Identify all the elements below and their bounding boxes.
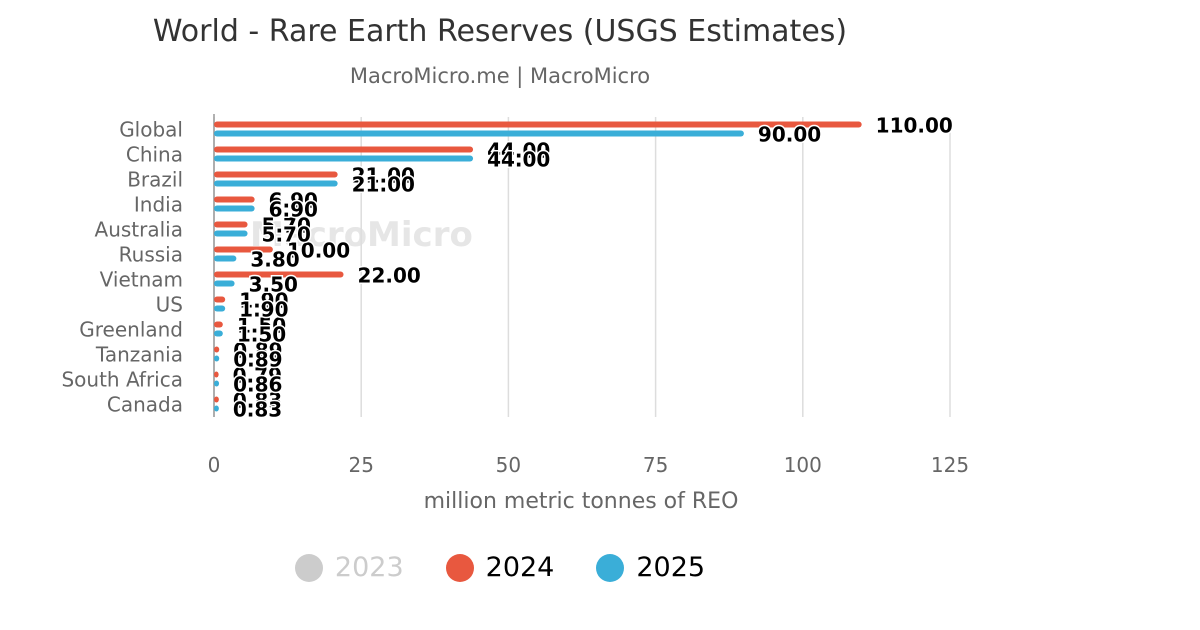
category-label: Greenland [79,318,183,342]
data-label-2025: 44.00 [487,148,550,172]
category-label: Tanzania [95,343,183,367]
data-label-2025: 6.90 [269,198,318,222]
data-label-2024: 6.90 [269,189,318,213]
data-label-2025: 5.70 [262,223,311,247]
x-tick-label: 100 [784,453,822,477]
data-label-2024: 1.50 [237,314,286,338]
x-tick-label: 25 [348,453,373,477]
data-label-2025: 1.90 [239,298,288,322]
bar-2024 [214,346,220,353]
legend-marker-icon [294,553,323,582]
category-label: Brazil [127,168,183,192]
bar-2025 [214,155,474,162]
bar-2025 [214,380,220,387]
bar-2024 [214,121,862,128]
x-axis-title: million metric tonnes of REO [424,489,739,514]
data-label-2024: 0.79 [233,364,282,388]
data-label-2024: 5.70 [262,214,311,238]
data-label-2025: 3.50 [249,273,298,297]
bar-2025 [214,230,248,237]
x-tick-label: 125 [931,453,969,477]
bar-2024 [214,321,223,328]
bar-2024 [214,396,219,403]
x-tick-label: 75 [643,453,668,477]
data-label-2025: 21.00 [352,173,415,197]
bar-2025 [214,405,219,412]
x-tick-label: 50 [496,453,521,477]
chart-subtitle: MacroMicro.me | MacroMicro [349,64,651,88]
bar-2024 [214,171,338,178]
data-label-2024: 21.00 [352,164,415,188]
bar-2024 [214,271,344,278]
bar-2024 [214,146,474,153]
legend-label: 2025 [636,552,706,583]
data-label-2025: 0.86 [233,373,282,397]
legend-item-2024[interactable]: 2024 [445,552,555,583]
bar-2025 [214,255,237,262]
category-label: Vietnam [100,268,183,292]
bar-2025 [214,355,220,362]
data-label-2025: 1.50 [237,323,286,347]
category-label: China [126,143,183,167]
data-label-2025: 3.80 [250,248,299,272]
legend-item-2025[interactable]: 2025 [596,552,705,583]
category-label: Australia [95,218,183,242]
legend-marker-icon [445,553,474,582]
category-label: Russia [119,243,183,267]
bar-2025 [214,330,223,337]
legend-label: 2023 [334,552,404,583]
category-label: Canada [107,393,183,417]
data-label-2025: 0.89 [233,348,282,372]
data-label-2024: 1.90 [239,289,288,313]
bar-2024 [214,296,226,303]
data-label-2025: 90.00 [758,123,821,147]
bar-2024 [214,221,248,228]
legend-label: 2024 [485,552,555,583]
bar-2025 [214,180,338,187]
category-label: India [134,193,183,217]
bar-2024 [214,246,273,253]
data-label-2024: 110.00 [876,114,953,138]
category-label: Global [119,118,183,142]
category-label: US [156,293,183,317]
bar-2025 [214,205,255,212]
bar-2025 [214,280,235,287]
category-label: South Africa [61,368,183,392]
data-label-2024: 0.83 [233,389,282,413]
data-label-2024: 0.89 [233,339,282,363]
legend-item-2023[interactable]: 2023 [294,552,404,583]
bar-2025 [214,130,744,137]
data-label-2024: 22.00 [358,264,421,288]
x-tick-label: 0 [208,453,221,477]
data-label-2025: 0.83 [233,398,282,422]
bar-2024 [214,196,255,203]
bar-2024 [214,371,219,378]
data-label-2024: 10.00 [287,239,350,263]
bar-2025 [214,305,226,312]
legend-marker-icon [596,553,625,582]
chart-title: World - Rare Earth Reserves (USGS Estima… [152,14,848,49]
legend: 2023 2024 2025 [0,552,1000,583]
data-label-2024: 44.00 [487,139,550,163]
